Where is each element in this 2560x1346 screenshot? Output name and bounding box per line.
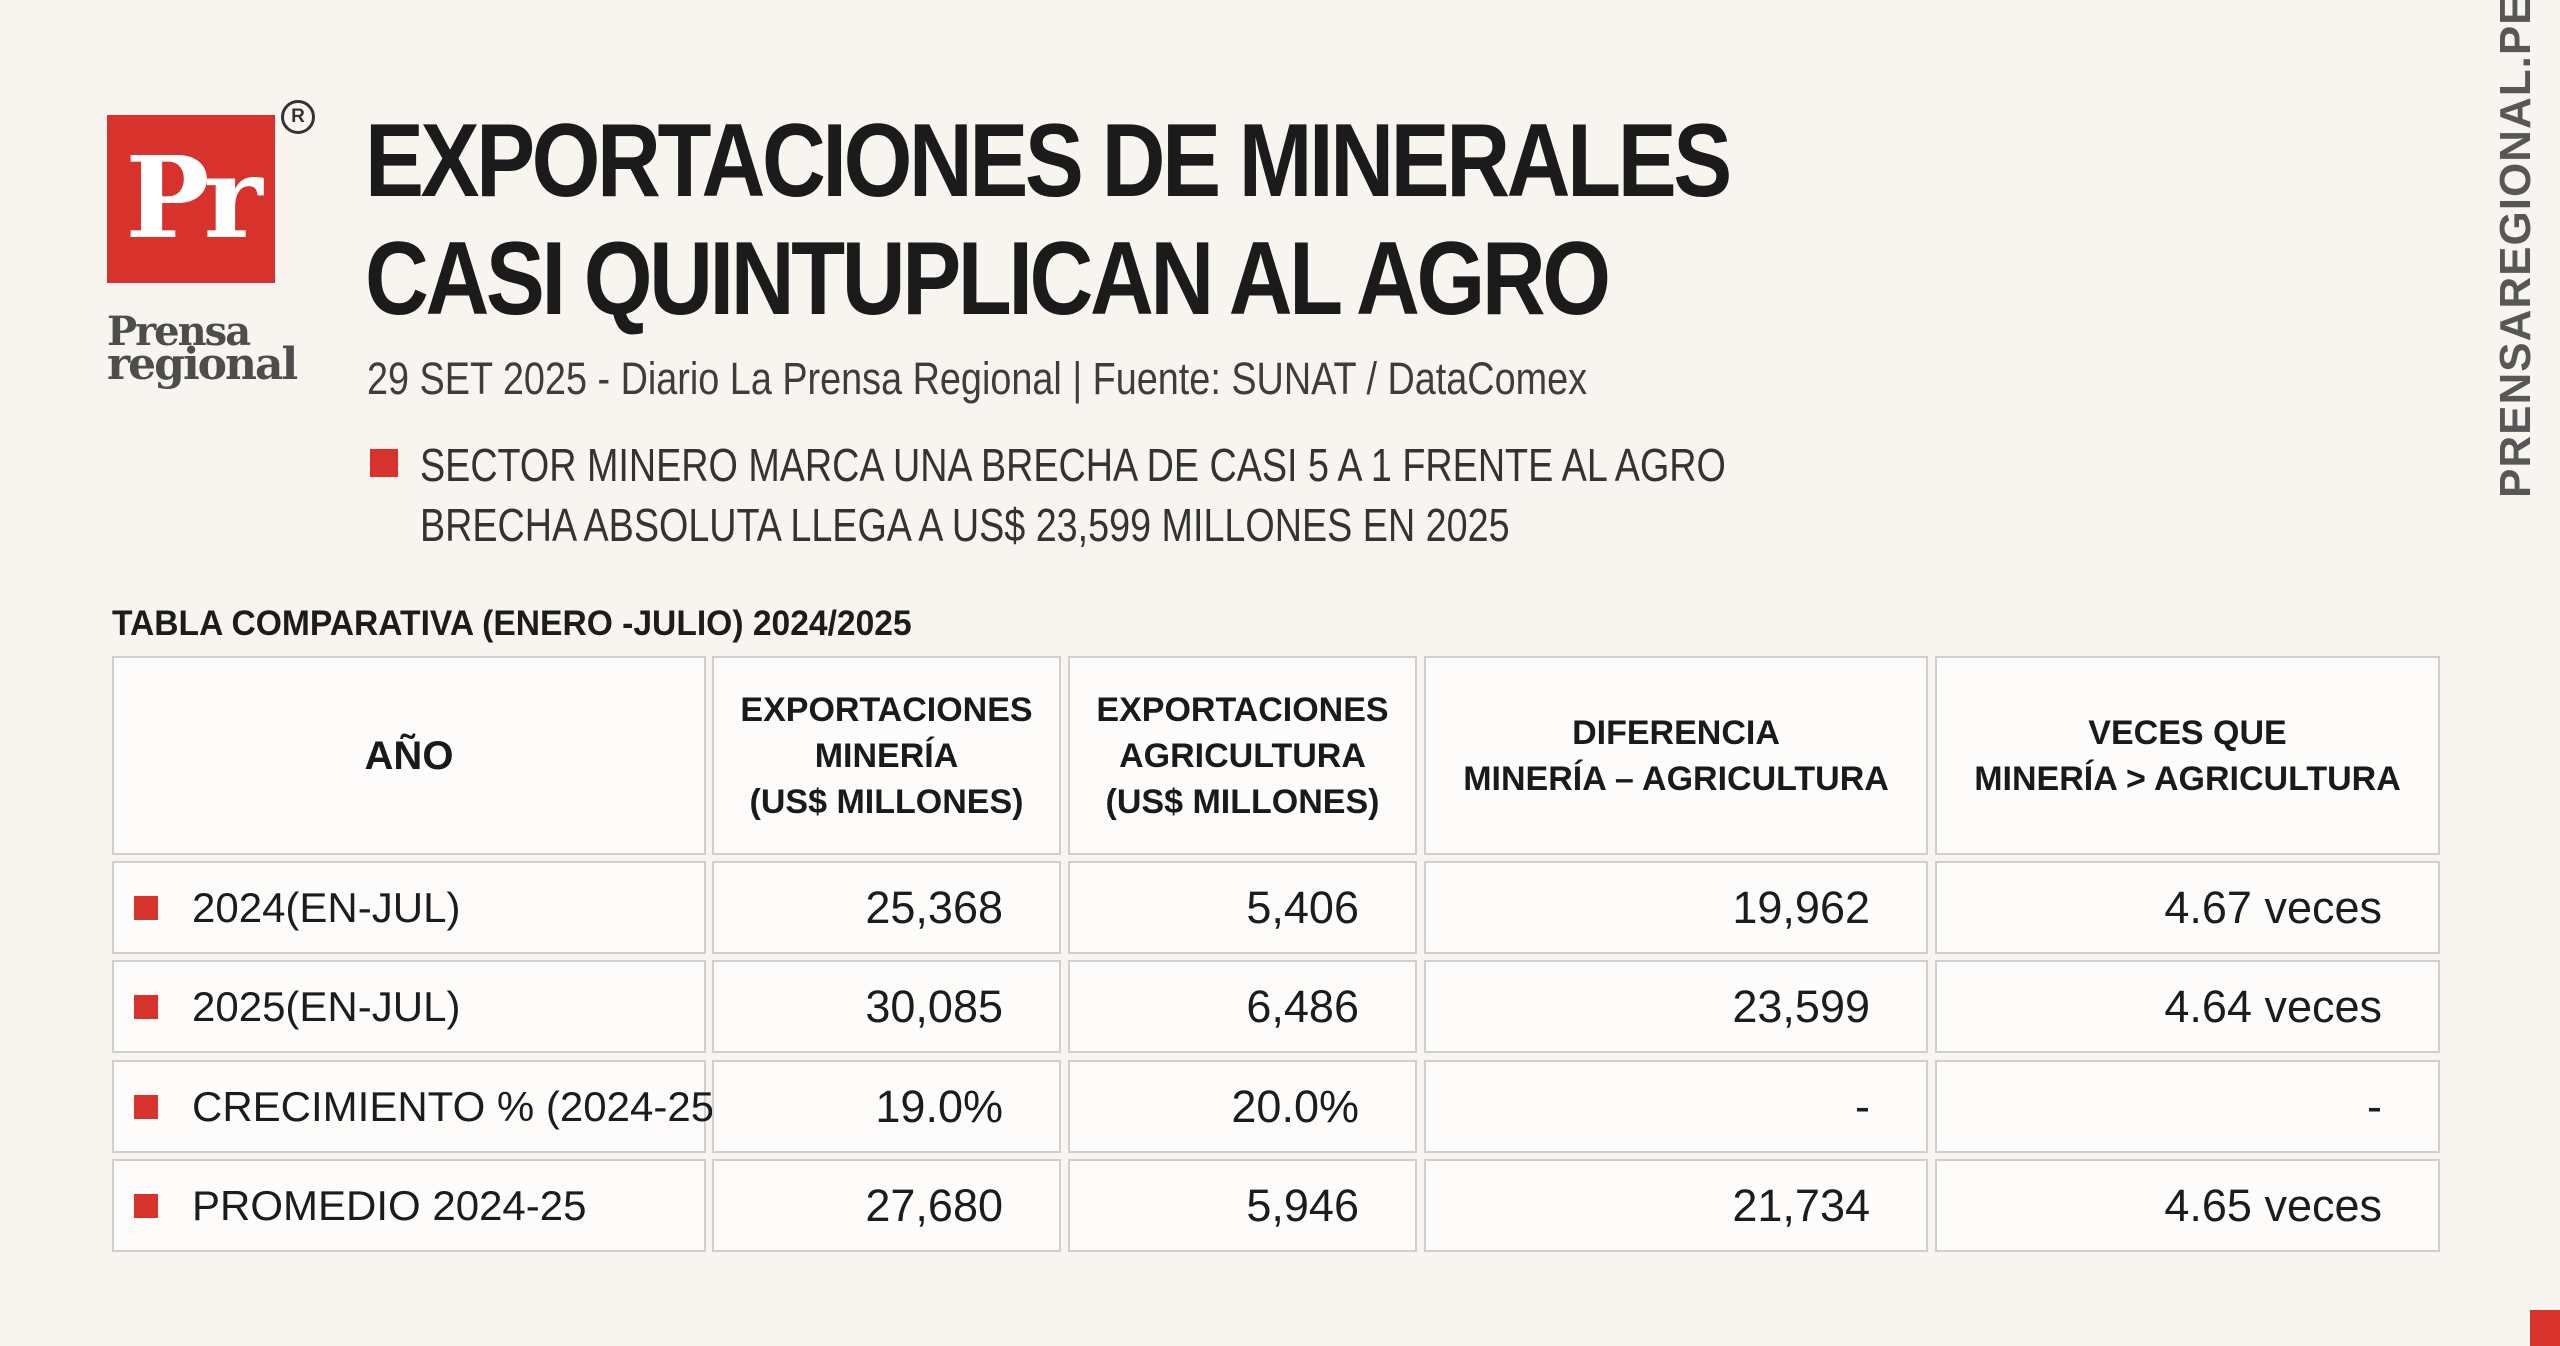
highlight-line-1: SECTOR MINERO MARCA UNA BRECHA DE CASI 5… [420, 439, 1726, 491]
title-line-2: CASI QUINTUPLICAN AL AGRO [365, 221, 1611, 337]
logo-word-regional: regional [107, 339, 298, 390]
side-site-label: PRENSAREGIONAL.PE [2491, 0, 2540, 498]
page-title: EXPORTACIONES DE MINERALES CASI QUINTUPL… [365, 102, 1732, 338]
cell-mining: 27,680 [712, 1159, 1061, 1252]
header-agriculture-exports: EXPORTACIONES AGRICULTURA (US$ MILLONES) [1068, 656, 1417, 855]
cell-agriculture: 6,486 [1068, 960, 1417, 1053]
table-row-label: PROMEDIO 2024-25 [112, 1159, 706, 1252]
bullet-square-icon [370, 449, 398, 477]
cell-difference: 19,962 [1424, 861, 1928, 954]
table-row-label: 2025(EN-JUL) [112, 960, 706, 1053]
header-times-ratio: VECES QUE MINERÍA > AGRICULTURA [1935, 656, 2440, 855]
table-row-label: 2024(EN-JUL) [112, 861, 706, 954]
cell-difference: 23,599 [1424, 960, 1928, 1053]
cell-ratio: 4.65 veces [1935, 1159, 2440, 1252]
bullet-square-icon [134, 1094, 158, 1119]
cell-agriculture: 5,946 [1068, 1159, 1417, 1252]
logo-initials: Pr [125, 133, 262, 264]
header-year: AÑO [112, 656, 706, 855]
table-row-label: CRECIMIENTO % (2024-25) [112, 1060, 728, 1153]
cell-agriculture: 5,406 [1068, 861, 1417, 954]
cell-mining: 25,368 [712, 861, 1061, 954]
bullet-square-icon [134, 895, 158, 920]
bullet-square-icon [134, 994, 158, 1019]
header-difference: DIFERENCIA MINERÍA – AGRICULTURA [1424, 656, 1928, 855]
highlight-line-2: BRECHA ABSOLUTA LLEGA A US$ 23,599 MILLO… [420, 499, 1510, 551]
cell-difference: - [1424, 1060, 1928, 1153]
cell-mining: 19.0% [712, 1060, 1061, 1153]
registered-mark-icon: R [281, 100, 315, 134]
cell-ratio: 4.64 veces [1935, 960, 2440, 1053]
title-line-1: EXPORTACIONES DE MINERALES [365, 103, 1732, 219]
subtitle: 29 SET 2025 - Diario La Prensa Regional … [367, 353, 1588, 404]
logo: Pr [107, 115, 275, 283]
table-caption: TABLA COMPARATIVA (ENERO -JULIO) 2024/20… [112, 604, 912, 643]
cell-difference: 21,734 [1424, 1159, 1928, 1252]
cell-agriculture: 20.0% [1068, 1060, 1417, 1153]
cell-ratio: - [1935, 1060, 2440, 1153]
cell-mining: 30,085 [712, 960, 1061, 1053]
corner-accent [2530, 1310, 2560, 1346]
logo-word-prensa: Prensa [107, 308, 251, 355]
bullet-square-icon [134, 1193, 158, 1218]
header-mining-exports: EXPORTACIONES MINERÍA (US$ MILLONES) [712, 656, 1061, 855]
cell-ratio: 4.67 veces [1935, 861, 2440, 954]
